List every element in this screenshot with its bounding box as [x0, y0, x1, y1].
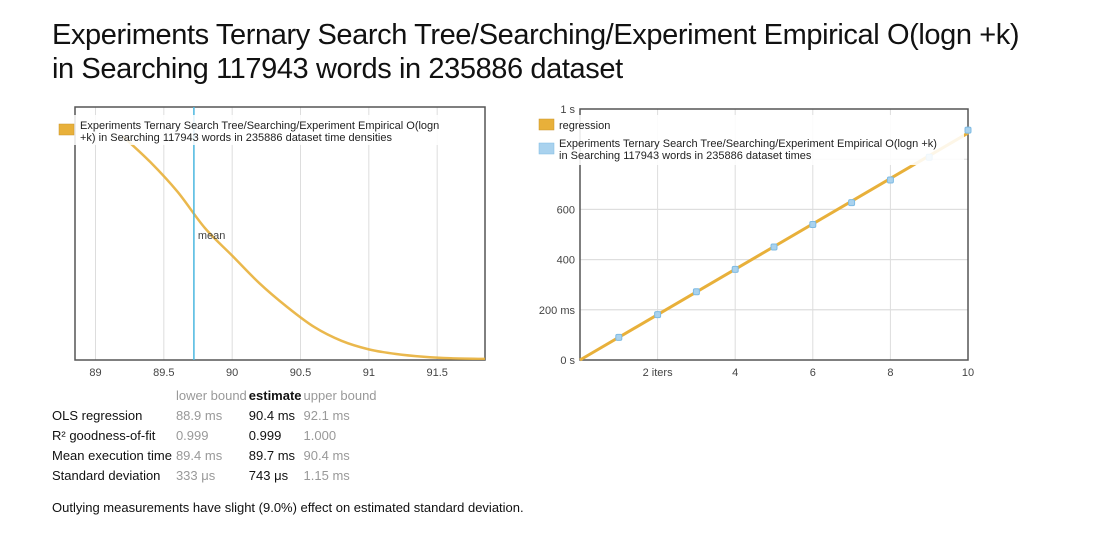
stats-label: Standard deviation	[52, 467, 161, 483]
stats-upper: 1.000	[303, 427, 337, 443]
density-curve	[121, 135, 485, 360]
regression-x-tick-label: 6	[810, 367, 816, 379]
stats-header-upper: upper bound	[303, 387, 377, 403]
stats-row-r2: R² goodness-of-fit 0.999 0.999 1.000	[52, 425, 379, 445]
title-line-2: in Searching 117943 words in 235886 data…	[52, 53, 623, 85]
stats-header-empty	[52, 385, 176, 405]
stats-row-ols: OLS regression 88.9 ms 90.4 ms 92.1 ms	[52, 405, 379, 425]
regression-y-tick-label: 1 s	[560, 104, 575, 116]
regression-point	[615, 333, 623, 341]
density-legend-label: Experiments Ternary Search Tree/Searchin…	[80, 120, 439, 132]
stats-lower: 333 μs	[175, 467, 216, 483]
regression-x-tick-label: 4	[732, 367, 738, 379]
stats-header-estimate: estimate	[248, 387, 302, 403]
regression-y-tick-label: 600	[557, 204, 575, 216]
density-x-tick-label: 91	[363, 367, 375, 379]
times-legend-label: Experiments Ternary Search Tree/Searchin…	[559, 138, 937, 150]
regression-point	[770, 243, 778, 251]
stats-header-lower: lower bound	[175, 387, 247, 403]
times-legend-swatch	[538, 142, 555, 155]
stats-row-mean: Mean execution time 89.4 ms 89.7 ms 90.4…	[52, 445, 379, 465]
stats-estimate: 89.7 ms	[248, 447, 296, 463]
regression-legend-bg	[534, 115, 964, 165]
stats-table: lower bound estimate upper bound OLS reg…	[52, 385, 379, 485]
stats-upper: 1.15 ms	[303, 467, 350, 483]
regression-point	[731, 265, 739, 273]
stats-label: OLS regression	[52, 407, 143, 423]
stats-label: Mean execution time	[52, 447, 172, 463]
regression-y-tick-label: 200 ms	[539, 305, 576, 317]
stats-upper: 90.4 ms	[303, 447, 350, 463]
stats-estimate: 743 μs	[248, 467, 289, 483]
regression-plot-frame	[579, 108, 969, 361]
regression-x-tick-label: 2 iters	[643, 367, 673, 379]
page-title: Experiments Ternary Search Tree/Searchin…	[52, 18, 1092, 86]
regression-x-tick-label: 8	[887, 367, 893, 379]
stats-lower: 0.999	[175, 427, 209, 443]
regression-point	[848, 199, 856, 207]
stats-row-stddev: Standard deviation 333 μs 743 μs 1.15 ms	[52, 465, 379, 485]
regression-point	[692, 288, 700, 296]
density-x-tick-label: 91.5	[426, 367, 447, 379]
density-x-tick-label: 90.5	[290, 367, 311, 379]
stats-label: R² goodness-of-fit	[52, 427, 156, 443]
regression-point	[809, 220, 817, 228]
regression-point	[654, 311, 662, 319]
density-x-tick-label: 89	[89, 367, 101, 379]
stats-upper: 92.1 ms	[303, 407, 350, 423]
stats-lower: 89.4 ms	[175, 447, 223, 463]
regression-legend-label: regression	[559, 120, 610, 132]
density-x-tick-label: 89.5	[153, 367, 174, 379]
density-x-tick-label: 90	[226, 367, 238, 379]
stats-estimate: 90.4 ms	[248, 407, 296, 423]
regression-y-tick-label: 400	[557, 255, 575, 267]
mean-label: mean	[198, 230, 226, 242]
regression-point	[964, 126, 972, 134]
density-legend-label: +k) in Searching 117943 words in 235886 …	[80, 132, 392, 144]
title-line-1: Experiments Ternary Search Tree/Searchin…	[52, 19, 1020, 51]
density-legend-swatch	[58, 123, 75, 136]
regression-legend-swatch	[538, 118, 555, 131]
outlier-note: Outlying measurements have slight (9.0%)…	[52, 500, 524, 515]
stats-header-row: lower bound estimate upper bound	[52, 385, 379, 405]
density-legend-bg	[53, 115, 463, 145]
density-plot-frame	[74, 106, 486, 361]
regression-y-tick-label: 0 s	[560, 355, 575, 367]
stats-estimate: 0.999	[248, 427, 282, 443]
times-legend-label: in Searching 117943 words in 235886 data…	[559, 150, 812, 162]
regression-x-tick-label: 10	[962, 367, 974, 379]
stats-lower: 88.9 ms	[175, 407, 223, 423]
regression-point	[886, 176, 894, 184]
